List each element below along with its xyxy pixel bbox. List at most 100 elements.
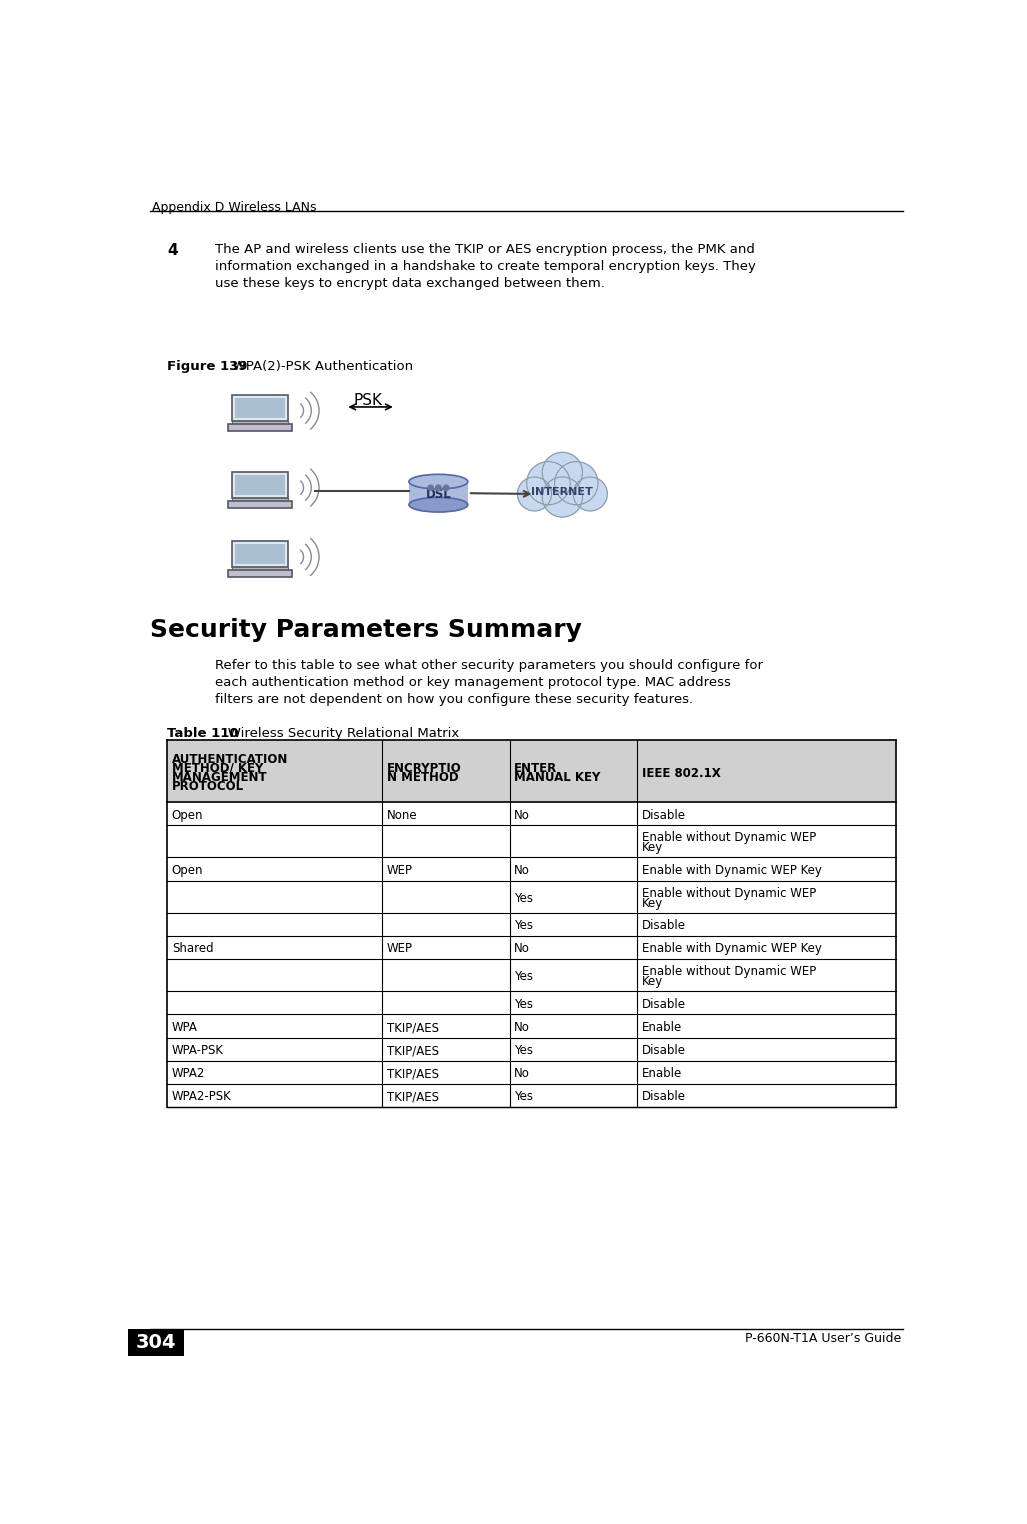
Text: WEP: WEP (387, 864, 413, 876)
Text: Yes: Yes (515, 919, 533, 933)
Text: WEP: WEP (387, 942, 413, 956)
Text: Refer to this table to see what other security parameters you should configure f: Refer to this table to see what other se… (216, 658, 763, 672)
Bar (232, 498, 288, 501)
Text: IEEE 802.1X: IEEE 802.1X (642, 767, 720, 780)
Circle shape (573, 477, 607, 511)
Text: AUTHENTICATION: AUTHENTICATION (172, 753, 289, 765)
Text: Open: Open (172, 864, 203, 876)
Text: Enable with Dynamic WEP Key: Enable with Dynamic WEP Key (642, 942, 822, 956)
Text: use these keys to encrypt data exchanged between them.: use these keys to encrypt data exchanged… (216, 277, 605, 290)
Text: ENTER: ENTER (515, 762, 558, 774)
Circle shape (428, 485, 433, 491)
Text: Enable with Dynamic WEP Key: Enable with Dynamic WEP Key (642, 864, 822, 876)
Text: PSK: PSK (353, 393, 382, 408)
Text: No: No (515, 1021, 530, 1033)
Text: each authentication method or key management protocol type. MAC address: each authentication method or key manage… (216, 675, 731, 689)
Bar (128, 1329, 184, 1356)
Bar (167, 802, 896, 824)
Bar (167, 741, 896, 802)
Text: Enable without Dynamic WEP: Enable without Dynamic WEP (642, 965, 815, 978)
Bar (232, 471, 288, 498)
Bar (235, 398, 284, 418)
Bar (167, 913, 896, 936)
Text: ENCRYPTIO: ENCRYPTIO (387, 762, 461, 774)
Circle shape (444, 485, 449, 491)
Text: MANUAL KEY: MANUAL KEY (515, 771, 601, 785)
Text: Yes: Yes (515, 892, 533, 905)
Text: Enable without Dynamic WEP: Enable without Dynamic WEP (642, 887, 815, 899)
Text: The AP and wireless clients use the TKIP or AES encryption process, the PMK and: The AP and wireless clients use the TKIP… (216, 242, 755, 256)
Text: Disable: Disable (642, 1090, 686, 1103)
Text: TKIP/AES: TKIP/AES (387, 1090, 439, 1103)
Bar (228, 501, 292, 507)
Text: None: None (387, 809, 417, 821)
Text: Key: Key (642, 841, 662, 855)
Bar (232, 421, 288, 424)
Text: METHOD/ KEY: METHOD/ KEY (172, 762, 263, 774)
Text: Shared: Shared (172, 942, 214, 956)
Bar (228, 424, 292, 431)
Text: Yes: Yes (515, 998, 533, 1010)
Text: DSL: DSL (425, 488, 451, 501)
Circle shape (542, 477, 582, 517)
Text: Figure 139: Figure 139 (167, 360, 248, 373)
Bar (167, 936, 896, 959)
Text: Open: Open (172, 809, 203, 821)
Circle shape (542, 453, 582, 492)
Bar (167, 959, 896, 992)
Text: Appendix D Wireless LANs: Appendix D Wireless LANs (152, 201, 316, 215)
Bar (167, 1038, 896, 1061)
Text: WPA(2)-PSK Authentication: WPA(2)-PSK Authentication (220, 360, 413, 373)
Text: WPA2-PSK: WPA2-PSK (172, 1090, 231, 1103)
Bar (228, 570, 292, 578)
Text: Disable: Disable (642, 1044, 686, 1058)
Text: 4: 4 (167, 242, 178, 258)
Text: Disable: Disable (642, 998, 686, 1010)
Bar (167, 824, 896, 858)
Text: N METHOD: N METHOD (387, 771, 458, 785)
Text: Wireless Security Relational Matrix: Wireless Security Relational Matrix (216, 727, 459, 739)
Circle shape (435, 485, 441, 491)
Text: TKIP/AES: TKIP/AES (387, 1044, 439, 1058)
Text: Yes: Yes (515, 1044, 533, 1058)
Text: Yes: Yes (515, 971, 533, 983)
Text: WPA2: WPA2 (172, 1067, 205, 1081)
Bar (167, 992, 896, 1015)
Text: Enable: Enable (642, 1067, 682, 1081)
Text: information exchanged in a handshake to create temporal encryption keys. They: information exchanged in a handshake to … (216, 261, 756, 273)
Text: Disable: Disable (642, 919, 686, 933)
Text: Disable: Disable (642, 809, 686, 821)
Circle shape (518, 477, 551, 511)
Text: Yes: Yes (515, 1090, 533, 1103)
Text: TKIP/AES: TKIP/AES (387, 1021, 439, 1033)
Text: Enable: Enable (642, 1021, 682, 1033)
Circle shape (527, 462, 570, 504)
Bar (232, 395, 288, 421)
Text: No: No (515, 864, 530, 876)
Text: MANAGEMENT: MANAGEMENT (172, 771, 267, 785)
Bar (235, 474, 284, 495)
Text: P-660N-T1A User’s Guide: P-660N-T1A User’s Guide (745, 1332, 901, 1344)
Text: filters are not dependent on how you configure these security features.: filters are not dependent on how you con… (216, 692, 693, 706)
Ellipse shape (409, 474, 468, 489)
Text: Key: Key (642, 896, 662, 910)
Circle shape (555, 462, 598, 504)
Text: Security Parameters Summary: Security Parameters Summary (150, 617, 582, 642)
Bar (409, 482, 468, 504)
Text: Table 110: Table 110 (167, 727, 238, 739)
Text: Key: Key (642, 975, 662, 988)
Bar (232, 541, 288, 567)
Text: TKIP/AES: TKIP/AES (387, 1067, 439, 1081)
Bar (167, 1061, 896, 1084)
Text: 304: 304 (136, 1334, 177, 1352)
Text: No: No (515, 942, 530, 956)
Bar (167, 1084, 896, 1106)
Text: No: No (515, 1067, 530, 1081)
Bar (232, 567, 288, 570)
Bar (235, 544, 284, 564)
Ellipse shape (409, 497, 468, 512)
Bar (167, 881, 896, 913)
Bar (167, 858, 896, 881)
Text: PROTOCOL: PROTOCOL (172, 780, 243, 794)
Bar (167, 1015, 896, 1038)
